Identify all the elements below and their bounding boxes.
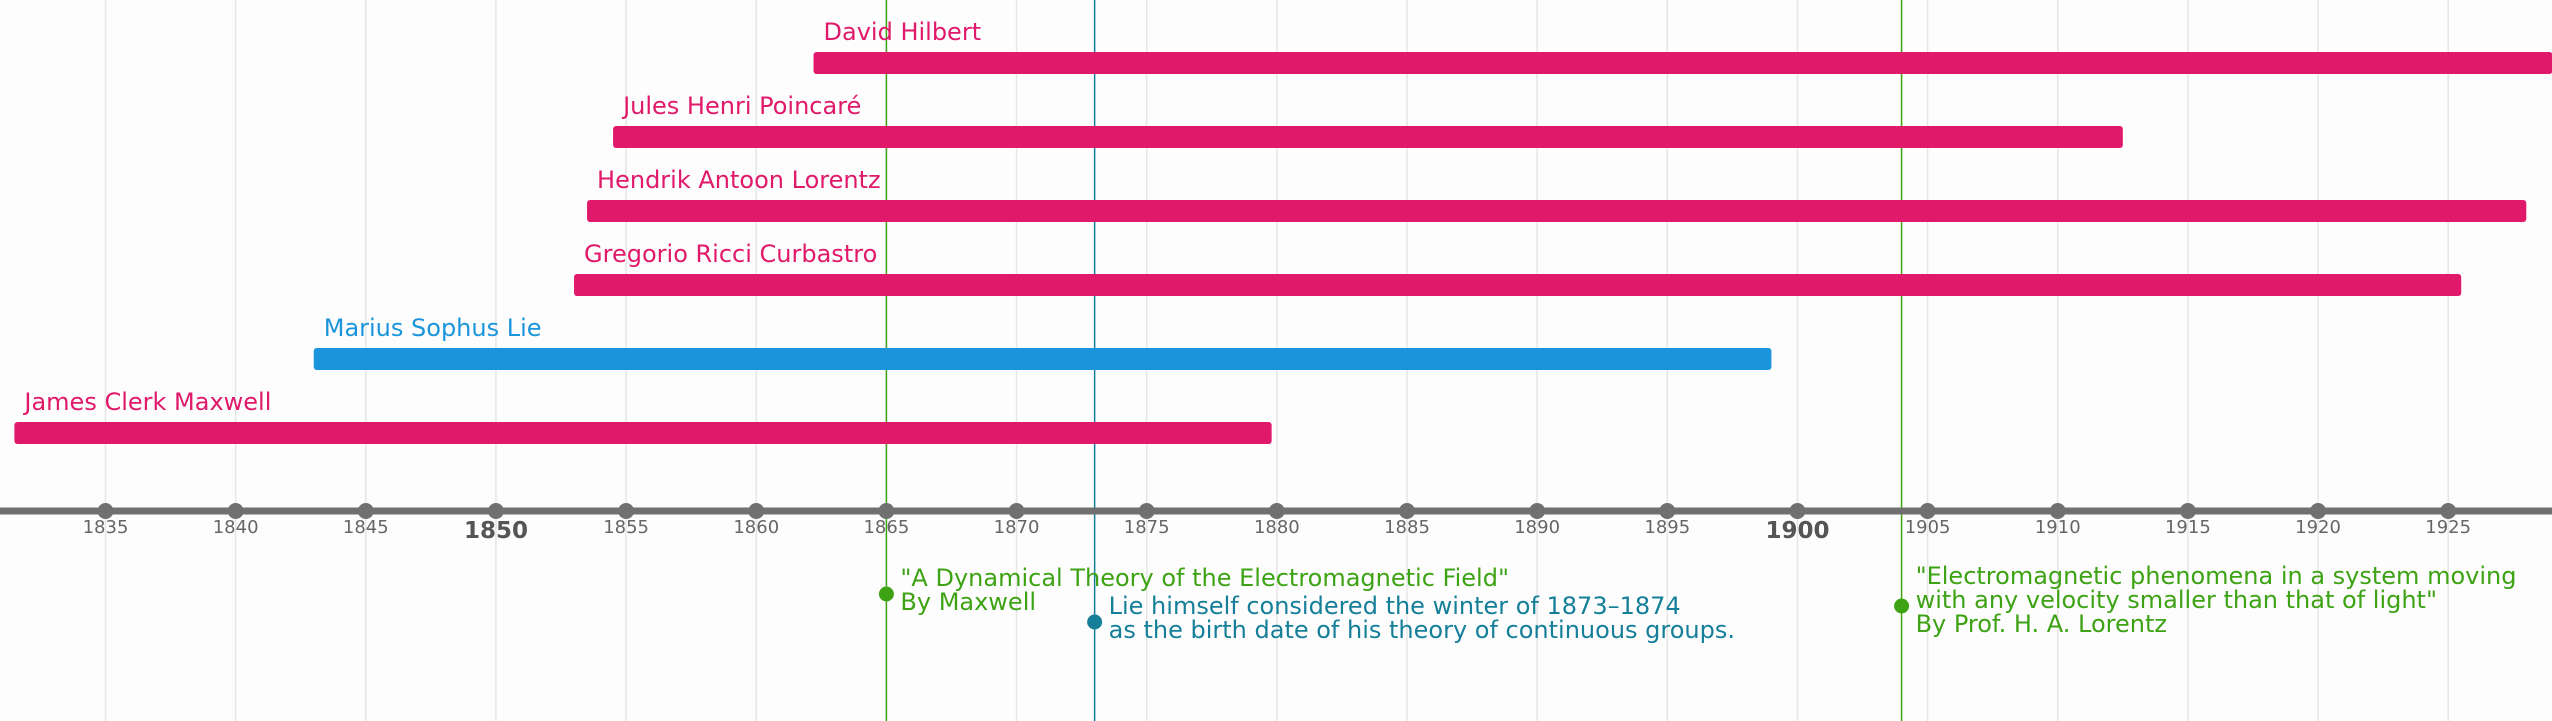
bar-label: James Clerk Maxwell (22, 388, 271, 416)
bar-label: Jules Henri Poincaré (621, 92, 861, 120)
tick-label: 1840 (213, 517, 259, 538)
tick-label: 1835 (83, 517, 129, 538)
tick-dot (1659, 503, 1676, 519)
tick-dot (2049, 503, 2066, 519)
tick-label: 1895 (1644, 517, 1690, 538)
tick-label: 1850 (464, 518, 528, 544)
tick-dot (1919, 503, 1936, 519)
tick-dot (2440, 503, 2457, 519)
tick-label: 1885 (1384, 517, 1430, 538)
tick-dot (1138, 503, 1155, 519)
tick-dot (97, 503, 114, 519)
tick-dot (748, 503, 765, 519)
bar-label: Marius Sophus Lie (324, 314, 542, 342)
tick-label: 1880 (1254, 517, 1300, 538)
bar-label: Hendrik Antoon Lorentz (597, 166, 881, 194)
tick-label: 1845 (343, 517, 389, 538)
bar-label: Gregorio Ricci Curbastro (584, 240, 877, 268)
tick-dot (1399, 503, 1415, 519)
tick-dot (1008, 503, 1025, 519)
event-label: "A Dynamical Theory of the Electromagnet… (900, 564, 1509, 592)
event-label: with any velocity smaller than that of l… (1916, 586, 2437, 614)
tick-label: 1925 (2425, 517, 2471, 538)
event-dot (878, 586, 894, 602)
tick-label: 1890 (1514, 517, 1560, 538)
tick-label: 1915 (2165, 517, 2211, 538)
event-label: By Maxwell (900, 588, 1036, 616)
tick-label: 1910 (2035, 517, 2081, 538)
tick-label: 1900 (1765, 518, 1829, 544)
tick-label: 1855 (603, 517, 649, 538)
tick-dot (1268, 503, 1285, 519)
timeline-bar[interactable] (613, 126, 2123, 148)
bar-label: David Hilbert (824, 18, 982, 46)
tick-dot (618, 503, 635, 519)
tick-dot (2179, 503, 2196, 519)
tick-dot (878, 503, 895, 519)
timeline-bar[interactable] (574, 274, 2462, 296)
tick-dot (1789, 503, 1806, 519)
tick-dot (357, 503, 374, 519)
tick-label: 1860 (733, 517, 779, 538)
tick-label: 1870 (994, 517, 1040, 538)
event-label: as the birth date of his theory of conti… (1109, 616, 1735, 644)
tick-label: 1865 (863, 517, 909, 538)
event-label: "Electromagnetic phenomena in a system m… (1916, 562, 2517, 590)
event-label: Lie himself considered the winter of 187… (1109, 592, 1681, 620)
timeline-bar[interactable] (813, 52, 2552, 74)
event-label: By Prof. H. A. Lorentz (1916, 610, 2167, 638)
timeline-bar[interactable] (587, 200, 2527, 222)
timeline-bar[interactable] (313, 348, 1772, 370)
tick-label: 1875 (1124, 517, 1170, 538)
tick-dot (1529, 503, 1546, 519)
tick-dot (487, 503, 504, 519)
tick-label: 1920 (2295, 517, 2341, 538)
tick-label: 1905 (1905, 517, 1951, 538)
tick-dot (227, 503, 244, 519)
timeline-bar[interactable] (14, 422, 1272, 444)
tick-dot (2310, 503, 2327, 519)
event-dot (1894, 598, 1910, 614)
event-dot (1087, 614, 1103, 630)
